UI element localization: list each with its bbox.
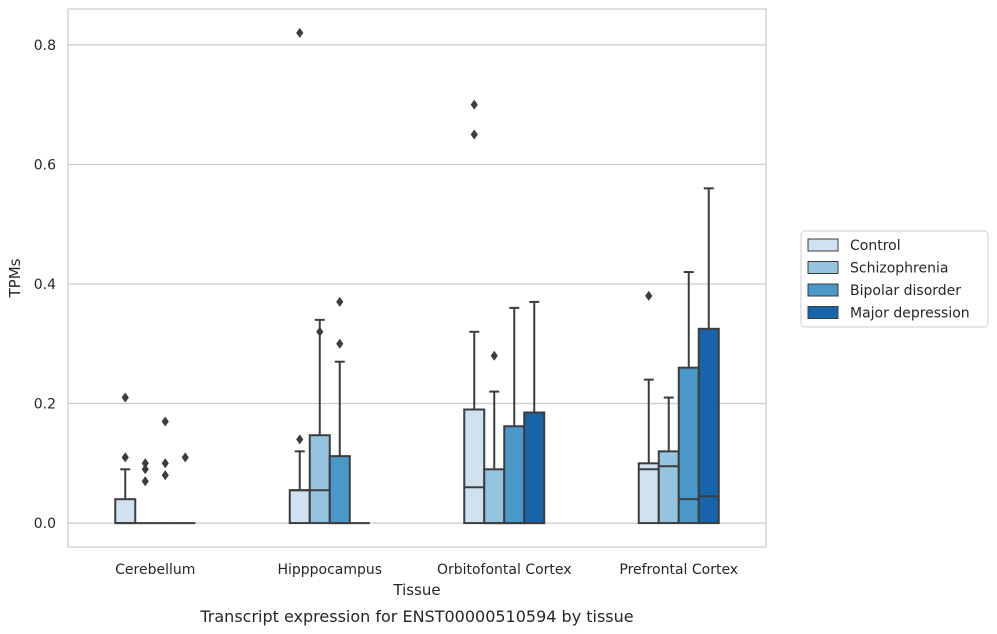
legend-frame <box>800 230 989 328</box>
outlier-point <box>470 99 478 110</box>
outlier-point <box>161 470 169 481</box>
outlier-point <box>121 452 129 463</box>
legend-swatch <box>807 261 839 274</box>
legend-swatch <box>807 306 839 319</box>
x-tick-label: Hipppocampus <box>277 562 382 578</box>
x-tick-label: Cerebellum <box>115 562 195 578</box>
y-tick-label: 0.4 <box>34 277 56 293</box>
box-bipolar-disorder <box>503 306 526 525</box>
legend: Control Schizophrenia Bipolar disorder Majo… <box>800 230 989 328</box>
outlier-point <box>316 326 324 337</box>
legend-swatch <box>807 283 839 297</box>
box-body <box>328 455 351 525</box>
box-body <box>523 411 546 525</box>
box-body <box>288 489 311 525</box>
x-tick-label: Orbitofontal Cortex <box>437 562 572 578</box>
box-body <box>114 498 137 525</box>
outlier-point <box>296 434 304 445</box>
y-tick-label: 0.2 <box>34 397 56 413</box>
legend-label: Schizophrenia <box>850 261 948 277</box>
box-schizophrenia <box>657 396 680 525</box>
box-body <box>657 450 680 525</box>
y-axis-label: TPMs <box>6 258 24 298</box>
y-tick-label: 0.6 <box>34 157 56 173</box>
box-schizophrenia <box>483 350 506 525</box>
x-axis-label: Tissue <box>392 581 440 599</box>
box-control <box>463 99 486 525</box>
box-control <box>288 27 311 525</box>
box-bipolar-disorder <box>677 271 700 525</box>
boxes <box>114 27 720 525</box>
box-control <box>637 290 660 525</box>
legend-swatch <box>807 238 839 252</box>
y-axis-ticks: 0.0 0.2 0.4 0.6 0.8 <box>34 38 56 532</box>
outlier-point <box>470 129 478 140</box>
box-body <box>503 425 526 525</box>
box-body <box>697 327 720 525</box>
legend-label: Bipolar disorder <box>850 283 961 299</box>
box-major-depression <box>697 187 720 525</box>
y-tick-label: 0.8 <box>34 38 56 54</box>
outlier-point <box>336 296 344 307</box>
box-body <box>637 462 660 525</box>
box-control <box>114 392 137 525</box>
box-major-depression <box>523 300 546 525</box>
outlier-point <box>296 27 304 38</box>
box-bipolar-disorder <box>328 296 351 525</box>
box-body <box>463 408 486 525</box>
box-schizophrenia <box>308 318 331 525</box>
outlier-point <box>490 350 498 361</box>
outlier-point <box>336 338 344 349</box>
outlier-point <box>161 458 169 469</box>
outlier-point <box>141 476 149 487</box>
box-schizophrenia <box>135 458 156 525</box>
legend-label: Control <box>850 238 901 254</box>
x-axis-ticks: Cerebellum Hipppocampus Orbitofontal Corte… <box>115 562 738 578</box>
chart-caption: Transcript expression for ENST0000051059… <box>199 607 633 626</box>
box-bipolar-disorder <box>155 416 176 525</box>
y-tick-label: 0.0 <box>34 516 56 532</box>
legend-label: Major depression <box>850 306 970 322</box>
box-body <box>483 468 506 525</box>
outlier-point <box>161 416 169 427</box>
outlier-point <box>121 392 129 403</box>
outlier-point <box>181 452 189 463</box>
plot-area-frame <box>67 8 767 548</box>
outlier-point <box>141 464 149 475</box>
box-body <box>308 434 331 525</box>
box-major-depression <box>175 452 196 525</box>
x-tick-label: Prefrontal Cortex <box>619 562 738 578</box>
outlier-point <box>141 458 149 469</box>
outlier-point <box>645 290 653 301</box>
